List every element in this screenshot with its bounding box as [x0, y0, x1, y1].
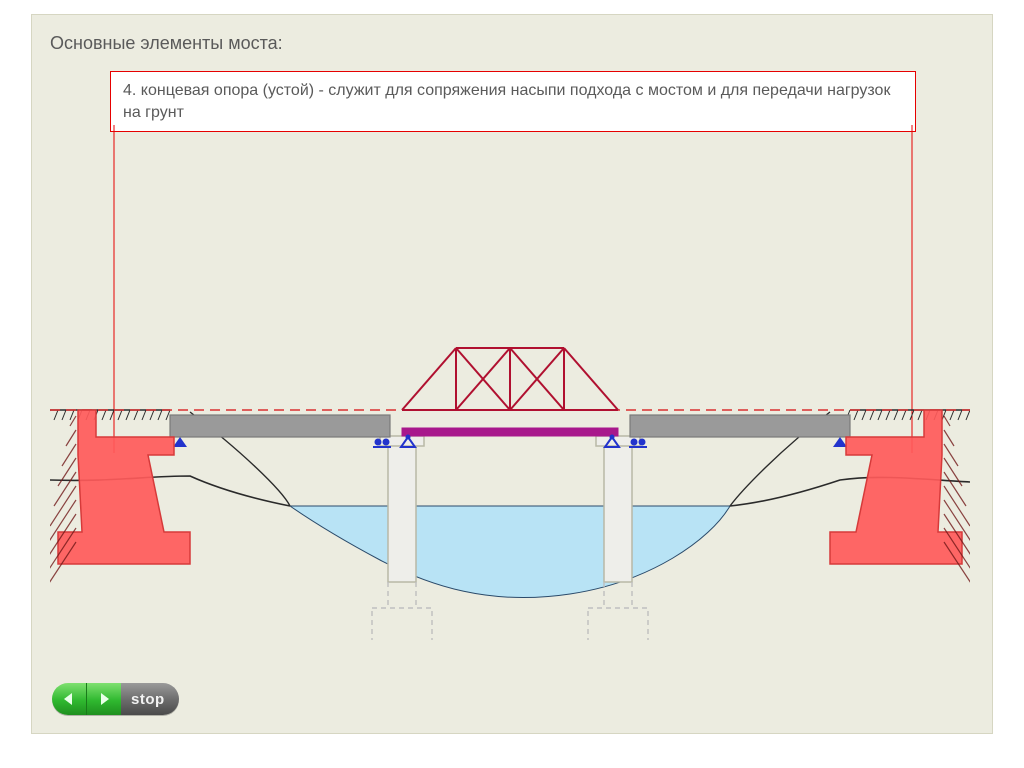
- callout-definition: 4. концевая опора (устой) - служит для с…: [110, 71, 916, 132]
- surface-hatch: [110, 410, 114, 420]
- river-water: [290, 506, 730, 598]
- pier-footing: [588, 608, 648, 640]
- surface-hatch: [878, 410, 882, 420]
- pier-column: [604, 444, 632, 582]
- bearing-roller: [631, 439, 638, 446]
- surface-hatch: [118, 410, 122, 420]
- bearing-pin: [610, 435, 615, 440]
- bridge-diagram: [50, 180, 970, 640]
- pier-footing: [372, 608, 432, 640]
- surface-hatch: [70, 410, 74, 420]
- prev-button[interactable]: [52, 683, 87, 715]
- surface-hatch: [894, 410, 898, 420]
- surface-hatch: [870, 410, 874, 420]
- prev-icon: [62, 692, 76, 706]
- page-title: Основные элементы моста:: [50, 33, 283, 54]
- surface-hatch: [102, 410, 106, 420]
- callout-text: 4. концевая опора (устой) - служит для с…: [123, 82, 890, 121]
- surface-hatch: [158, 410, 162, 420]
- next-icon: [97, 692, 111, 706]
- bearing-fixed: [833, 437, 847, 447]
- surface-hatch: [902, 410, 906, 420]
- surface-hatch: [854, 410, 858, 420]
- surface-hatch: [886, 410, 890, 420]
- truss-floor: [402, 428, 618, 436]
- bearing-roller: [383, 439, 390, 446]
- surface-hatch: [910, 410, 914, 420]
- deck-beam: [170, 415, 390, 437]
- stop-button[interactable]: stop: [121, 683, 179, 715]
- pier-column: [388, 444, 416, 582]
- bearing-roller: [375, 439, 382, 446]
- next-button[interactable]: [87, 683, 121, 715]
- bearing-pin: [406, 435, 411, 440]
- surface-hatch: [862, 410, 866, 420]
- diagram-frame: Основные элементы моста: 4. концевая опо…: [31, 14, 993, 734]
- deck-beam: [630, 415, 850, 437]
- truss-span: [402, 348, 618, 410]
- playback-controls: stop: [52, 683, 179, 715]
- surface-hatch: [950, 410, 954, 420]
- surface-hatch: [918, 410, 922, 420]
- bearing-roller: [639, 439, 646, 446]
- surface-hatch: [54, 410, 58, 420]
- surface-hatch: [150, 410, 154, 420]
- stop-label: stop: [131, 691, 165, 708]
- bearing-fixed: [173, 437, 187, 447]
- surface-hatch: [166, 410, 170, 420]
- surface-hatch: [966, 410, 970, 420]
- surface-hatch: [958, 410, 962, 420]
- abutment-right: [830, 410, 970, 606]
- abutment-left: [50, 410, 190, 606]
- surface-hatch: [134, 410, 138, 420]
- surface-hatch: [142, 410, 146, 420]
- ground-line: [50, 476, 970, 506]
- surface-hatch: [126, 410, 130, 420]
- surface-hatch: [62, 410, 66, 420]
